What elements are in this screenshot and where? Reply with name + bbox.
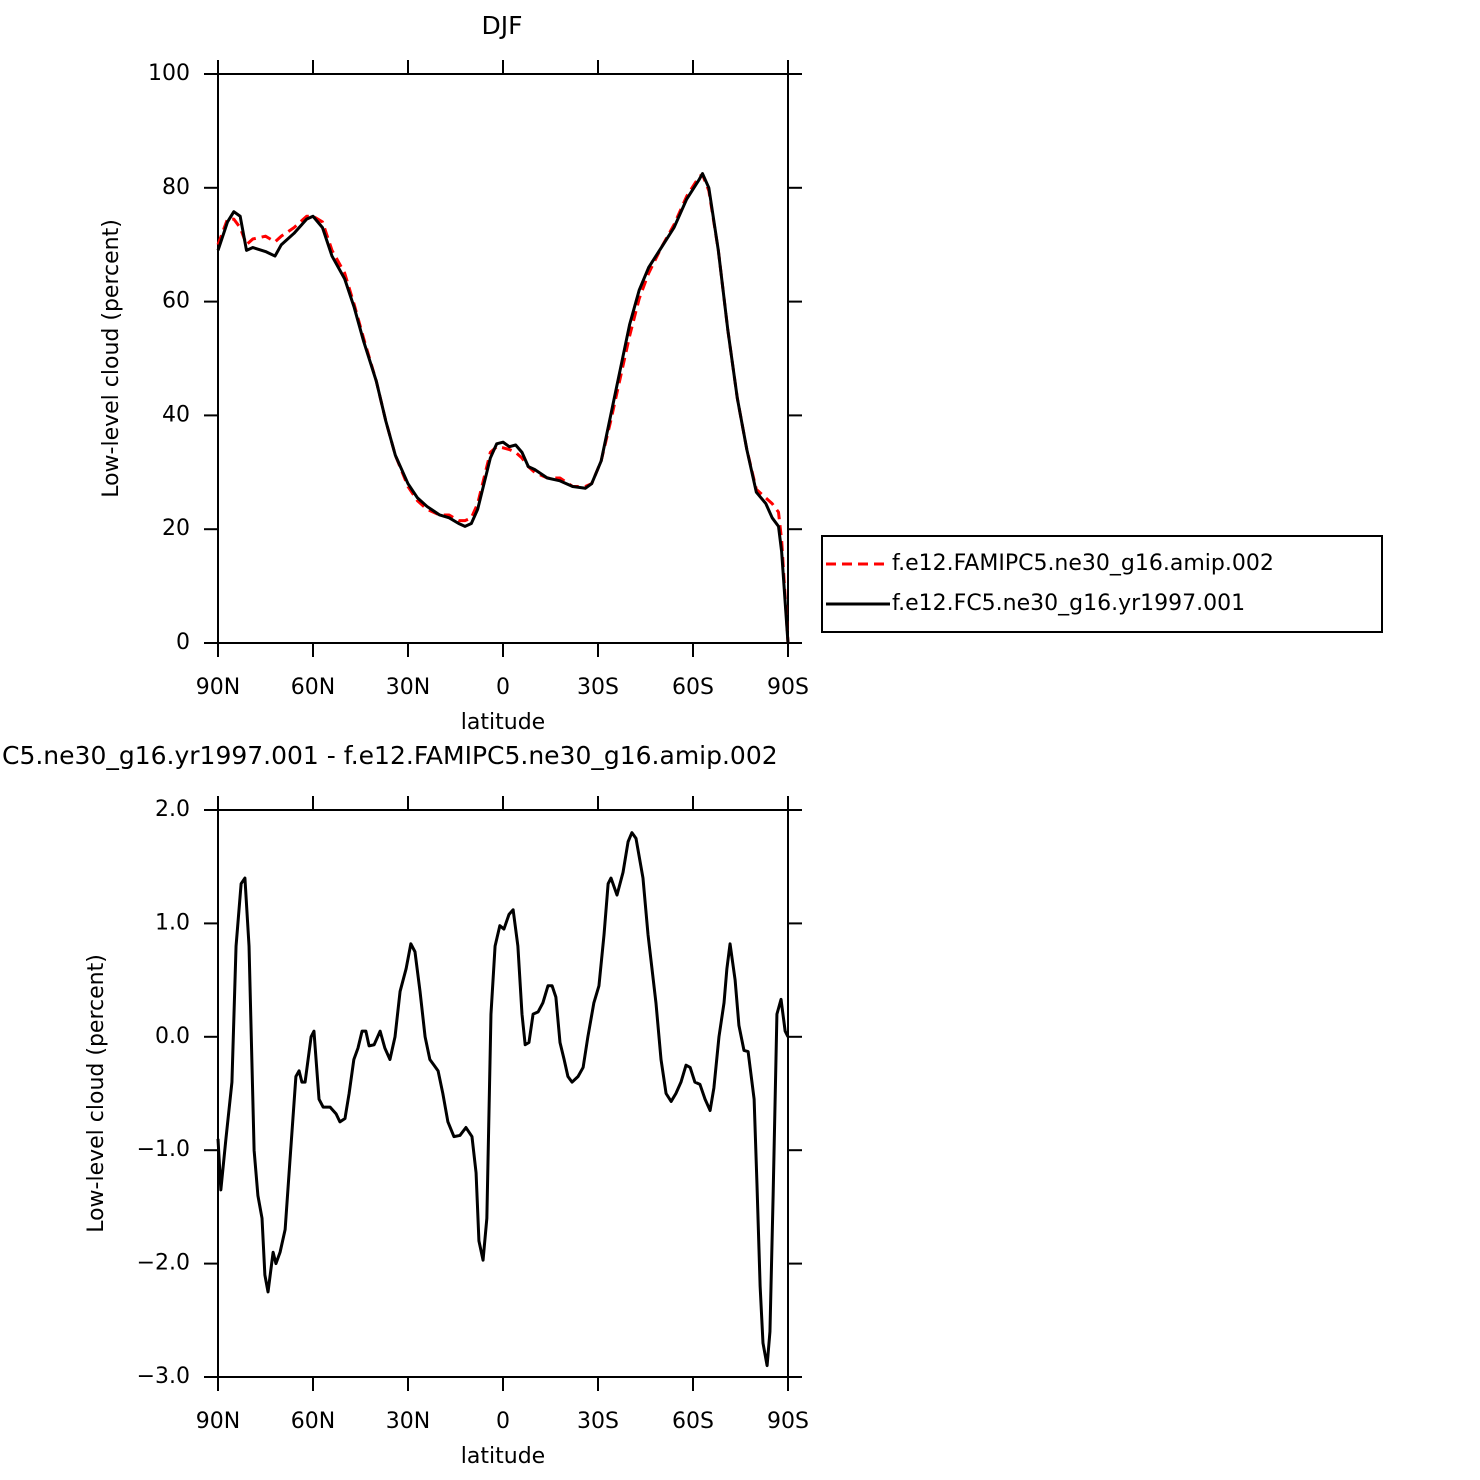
- x-tick-label: 90S: [767, 1409, 809, 1434]
- x-tick-label: 90S: [767, 675, 809, 700]
- x-axis-label: latitude: [461, 1444, 545, 1469]
- x-tick-label: 0: [496, 1409, 510, 1434]
- y-axis-label: Low-level cloud (percent): [99, 219, 124, 498]
- x-axis-label: latitude: [461, 710, 545, 735]
- y-tick-label: −2.0: [137, 1251, 190, 1276]
- x-tick-label: 30S: [577, 1409, 619, 1434]
- x-tick-label: 60S: [672, 1409, 714, 1434]
- y-tick-label: 1.0: [155, 910, 190, 935]
- x-tick-label: 30S: [577, 675, 619, 700]
- y-tick-label: −1.0: [137, 1137, 190, 1162]
- x-tick-label: 60S: [672, 675, 714, 700]
- y-tick-label: 100: [148, 61, 190, 86]
- y-tick-label: 0: [176, 630, 190, 655]
- legend-label: f.e12.FC5.ne30_g16.yr1997.001: [892, 591, 1245, 616]
- legend-label: f.e12.FAMIPC5.ne30_g16.amip.002: [892, 551, 1274, 576]
- y-tick-label: 0.0: [155, 1024, 190, 1049]
- legend-box: [821, 535, 1383, 633]
- y-tick-label: 80: [162, 175, 190, 200]
- data-line: [216, 173, 790, 644]
- x-tick-label: 60N: [291, 1409, 335, 1434]
- x-tick-label: 90N: [196, 1409, 240, 1434]
- x-tick-label: 30N: [386, 675, 430, 700]
- y-tick-label: 60: [162, 289, 190, 314]
- y-axis-label: Low-level cloud (percent): [84, 954, 109, 1233]
- data-line: [216, 831, 790, 1368]
- y-tick-label: 2.0: [155, 797, 190, 822]
- y-tick-label: 40: [162, 402, 190, 427]
- x-tick-label: 30N: [386, 1409, 430, 1434]
- x-tick-label: 60N: [291, 675, 335, 700]
- y-tick-label: 20: [162, 516, 190, 541]
- y-tick-label: −3.0: [137, 1364, 190, 1389]
- chart-title: DJF: [481, 11, 522, 40]
- data-line: [216, 172, 790, 644]
- chart-title: C5.ne30_g16.yr1997.001 - f.e12.FAMIPC5.n…: [2, 741, 778, 770]
- x-tick-label: 0: [496, 675, 510, 700]
- plot-frame: [217, 73, 789, 644]
- x-tick-label: 90N: [196, 675, 240, 700]
